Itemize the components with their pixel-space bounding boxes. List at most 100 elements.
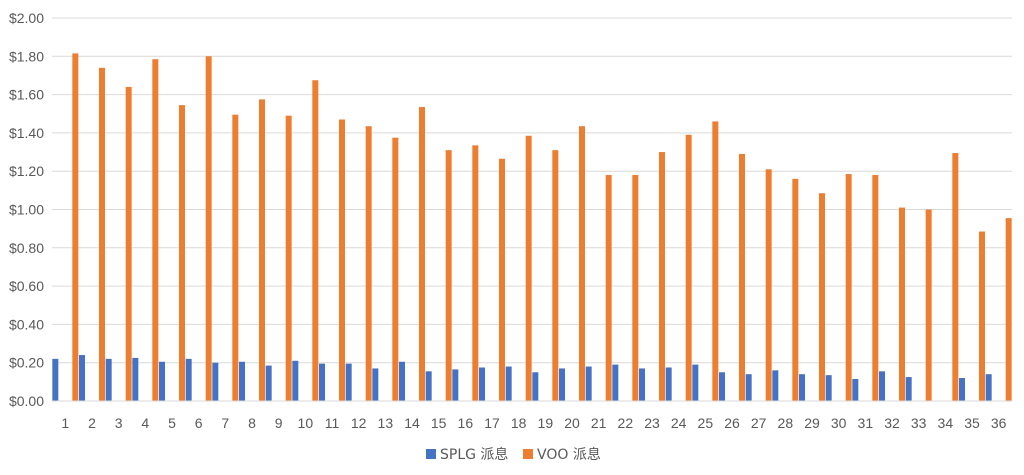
bar-voo-28 [792,178,799,401]
y-tick-label: $0.60 [9,278,44,294]
bar-voo-3 [125,86,132,401]
bar-splg-33 [905,377,912,401]
bar-splg-29 [799,374,805,401]
bar-voo-10 [312,80,319,402]
x-tick-label: 7 [221,415,229,431]
bar-voo-14 [419,107,425,402]
bar-splg-21 [585,366,592,401]
x-tick-label: 32 [884,415,900,431]
bar-voo-11 [339,119,345,402]
x-tick-label: 16 [458,415,474,431]
x-tick-label: 12 [351,415,367,431]
x-tick-label: 26 [724,415,740,431]
legend-label: SPLG 派息 [440,446,508,463]
x-tick-label: 34 [938,415,954,431]
x-tick-label: 36 [991,415,1007,431]
x-tick-label: 21 [591,415,607,431]
y-tick-label: $1.60 [9,87,44,103]
bar-voo-5 [179,105,185,401]
gridlines [52,17,1012,364]
bar-voo-32 [899,207,905,401]
bar-voo-12 [365,126,372,401]
y-tick-label: $0.00 [9,393,44,409]
x-tick-label: 28 [778,415,794,431]
bar-voo-13 [392,137,399,401]
x-tick-label: 27 [751,415,767,431]
x-tick-label: 4 [141,415,149,431]
bar-splg-16 [452,369,459,401]
x-tick-label: 13 [378,415,394,431]
bar-voo-29 [819,193,825,401]
bar-splg-17 [479,367,485,401]
bar-splg-31 [852,378,859,401]
bar-voo-35 [979,231,985,401]
bar-splg-7 [212,362,219,401]
y-axis-ticks: $0.00 $0.20 $0.40 $0.60 $0.80 $1.00 $1.20 $1.40… [9,10,44,409]
bar-splg-3 [105,358,112,401]
bar-splg-10 [292,360,299,401]
bar-splg-24 [665,367,672,401]
y-tick-label: $1.00 [9,202,44,218]
bar-splg-5 [159,361,165,401]
bar-voo-19 [552,150,559,401]
bar-splg-36 [985,374,992,401]
bar-splg-30 [825,375,832,401]
bar-splg-19 [532,372,539,401]
x-tick-label: 2 [88,415,96,431]
bar-voo-34 [952,153,959,401]
legend-label: VOO 派息 [537,446,601,463]
x-tick-label: 3 [115,415,123,431]
bar-splg-2 [79,355,85,401]
bar-splg-28 [772,370,779,401]
bar-voo-6 [205,56,212,402]
x-tick-label: 8 [248,415,256,431]
bar-splg-25 [692,364,699,401]
bar-voo-17 [499,158,505,401]
y-tick-label: $0.80 [9,240,44,256]
bar-voo-2 [99,67,105,401]
bar-voo-31 [872,175,879,401]
bar-voo-27 [765,169,772,401]
bar-splg-8 [239,361,245,401]
bar-voo-9 [285,115,292,401]
y-tick-label: $0.40 [9,316,44,332]
x-tick-label: 33 [911,415,927,431]
x-axis-ticks: 1 2 3 4 5 6 7 8 9 10 11 12 13 14 15 16 17 18 19 20 21 22 23 24 2… [61,415,1006,431]
bar-voo-8 [259,99,265,401]
bar-splg-22 [612,364,619,401]
y-tick-label: $1.80 [9,48,44,64]
bar-splg-12 [345,363,352,401]
bar-voo-20 [579,126,585,401]
legend-swatch [523,449,533,459]
bar-voo-25 [712,121,719,401]
bar-splg-13 [372,368,379,401]
bar-splg-15 [425,371,432,401]
bar-voo-23 [659,152,665,401]
bar-voo-36 [1005,218,1012,401]
bar-voo-22 [632,175,639,401]
bar-splg-14 [399,361,405,401]
x-tick-label: 11 [325,415,340,431]
bar-voo-7 [232,114,239,402]
bar-voo-30 [845,174,852,401]
bar-voo-16 [472,145,479,401]
x-tick-label: 1 [61,415,69,431]
bar-voo-15 [445,150,452,401]
x-tick-label: 29 [804,415,820,431]
bar-splg-6 [185,358,192,401]
x-tick-label: 15 [431,415,447,431]
x-tick-label: 9 [275,415,283,431]
bars [52,53,1012,402]
bar-voo-24 [685,134,692,401]
bar-voo-33 [925,209,932,401]
bar-splg-20 [559,368,565,401]
bar-splg-35 [959,378,965,401]
bar-splg-4 [132,357,139,401]
x-tick-label: 17 [484,415,500,431]
bar-voo-26 [739,153,745,401]
bar-splg-18 [505,366,512,401]
x-tick-label: 30 [831,415,847,431]
bar-voo-4 [152,59,159,402]
bar-splg-1 [52,358,59,401]
